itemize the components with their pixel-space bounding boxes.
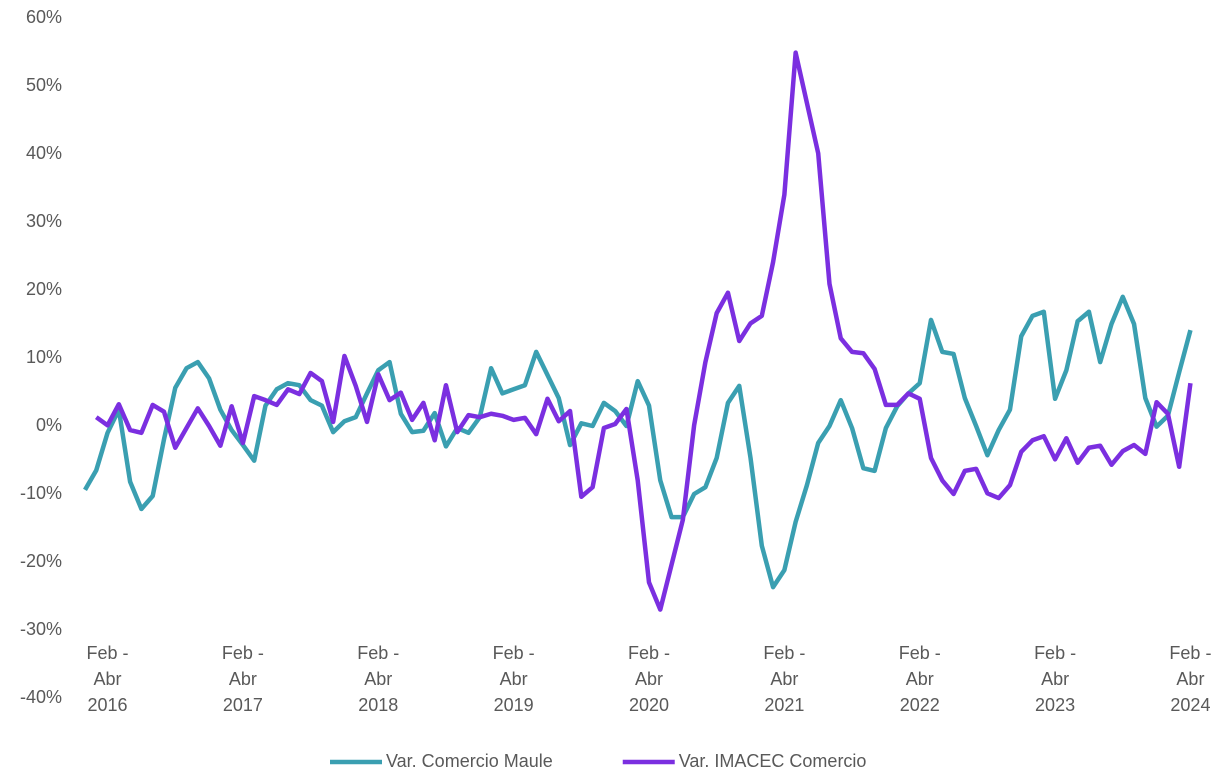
data-line [94, 50, 1193, 612]
y-tick-label: 10% [26, 347, 62, 367]
y-tick-label: 20% [26, 279, 62, 299]
x-tick-label: Feb - Abr 2019 [492, 643, 535, 715]
y-tick-label: 0% [36, 415, 62, 435]
y-tick-label: -40% [20, 687, 62, 707]
x-tick-label: Feb - Abr 2016 [86, 643, 129, 715]
y-tick-label: -20% [20, 551, 62, 571]
legend-label: Var. IMACEC Comercio [679, 751, 867, 771]
y-tick-label: 30% [26, 211, 62, 231]
y-tick-label: 50% [26, 75, 62, 95]
x-tick-label: Feb - Abr 2020 [627, 643, 670, 715]
x-tick-label: Feb - Abr 2021 [763, 643, 806, 715]
y-tick-label: -10% [20, 483, 62, 503]
y-tick-label: 40% [26, 143, 62, 163]
legend-label: Var. Comercio Maule [386, 751, 553, 771]
y-tick-label: -30% [20, 619, 62, 639]
y-tick-label: 60% [26, 7, 62, 27]
x-tick-label: Feb - Abr 2023 [1034, 643, 1077, 715]
x-tick-label: Feb - Abr 2017 [221, 643, 264, 715]
x-tick-label: Feb - Abr 2024 [1169, 643, 1212, 715]
x-tick-label: Feb - Abr 2022 [898, 643, 941, 715]
data-line [83, 294, 1193, 590]
x-tick-label: Feb - Abr 2018 [357, 643, 400, 715]
